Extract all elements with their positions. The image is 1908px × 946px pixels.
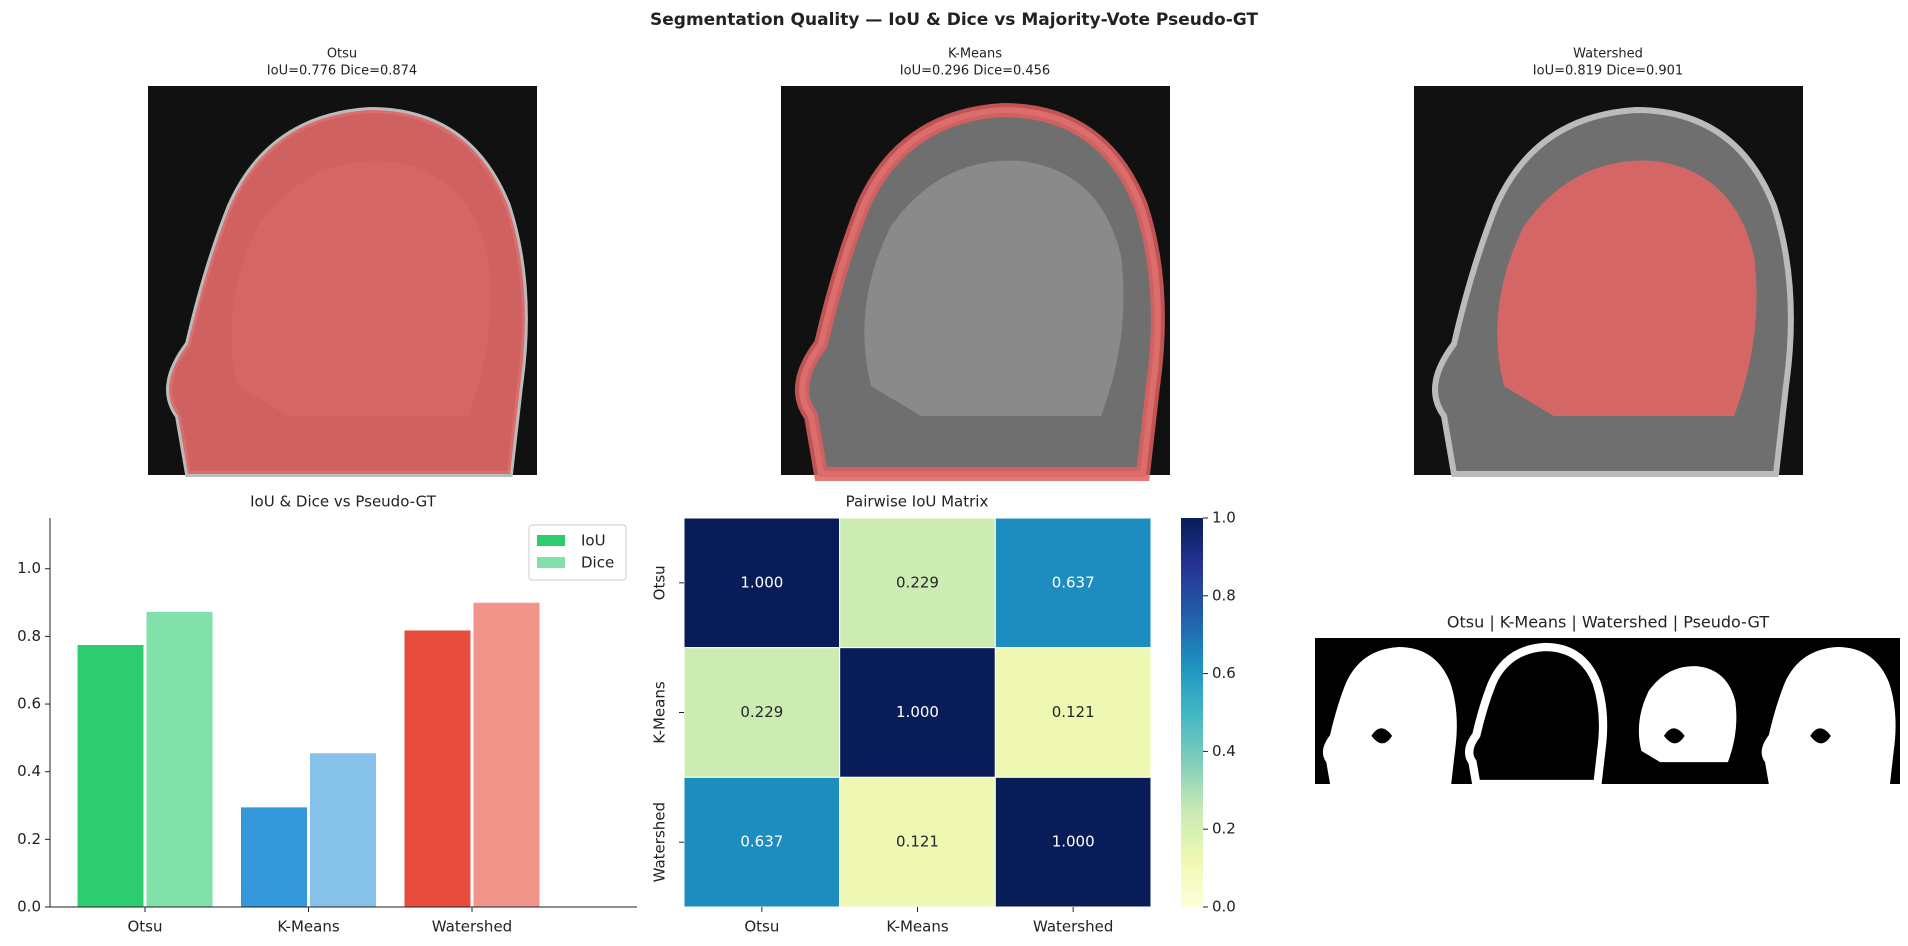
x-tick-label: Otsu: [127, 918, 162, 936]
bar: [145, 610, 214, 908]
mask-content: [1638, 666, 1737, 763]
x-tick-label: K-Means: [886, 918, 949, 936]
image-subtitle: IoU=0.296 Dice=0.456: [900, 64, 1050, 79]
image-content: [1432, 106, 1794, 477]
legend-swatch: [537, 535, 565, 546]
heatmap-cell: [839, 517, 996, 649]
colorbar: [1181, 518, 1203, 907]
cell-label: 0.229: [740, 703, 783, 721]
heatmap-cell: [683, 647, 841, 778]
mask-title: Otsu | K-Means | Watershed | Pseudo-GT: [1447, 613, 1769, 632]
heatmap-cell: [839, 647, 996, 778]
chart-title: IoU & Dice vs Pseudo-GT: [250, 493, 437, 511]
image-content: [166, 106, 528, 477]
cell-label: 0.637: [740, 833, 783, 851]
y-tick-label: 0.4: [17, 762, 41, 780]
chart-title: Pairwise IoU Matrix: [846, 493, 989, 511]
mask-content: [1322, 647, 1457, 784]
image-content: [795, 102, 1165, 481]
y-tick-label: 0.2: [17, 830, 41, 848]
cell-label: 0.637: [1052, 573, 1095, 591]
cell-label: 0.121: [1052, 703, 1095, 721]
image-subtitle: IoU=0.776 Dice=0.874: [267, 64, 417, 79]
y-tick-label: Otsu: [651, 565, 669, 600]
heatmap-cell: [994, 776, 1152, 908]
mask-shape: [1322, 647, 1457, 784]
y-tick-label: 0.8: [17, 627, 41, 645]
bar: [240, 806, 308, 908]
legend-box: [528, 524, 627, 581]
x-tick-label: Watershed: [432, 918, 512, 936]
legend-swatch: [537, 557, 565, 568]
image-title: K-Means: [948, 47, 1002, 62]
figure-title: Segmentation Quality — IoU & Dice vs Maj…: [650, 10, 1258, 30]
mask-shape: [1638, 666, 1737, 763]
heatmap-cell: [994, 647, 1152, 778]
colorbar-tick-label: 0.6: [1212, 664, 1236, 682]
x-tick-label: Watershed: [1033, 918, 1113, 936]
cell-label: 1.000: [896, 703, 939, 721]
mask-overlay: [1497, 160, 1757, 416]
mask-overlay: [169, 110, 525, 474]
mask-content: [1761, 647, 1896, 784]
colorbar-tick-label: 0.0: [1212, 898, 1236, 916]
y-tick-label: K-Means: [651, 681, 669, 744]
colorbar-tick-label: 0.8: [1212, 586, 1236, 604]
y-tick-label: 1.0: [17, 559, 41, 577]
bar: [472, 601, 541, 908]
x-tick-label: K-Means: [277, 918, 340, 936]
y-tick-label: 0.6: [17, 695, 41, 713]
x-tick-label: Otsu: [744, 918, 779, 936]
mask-hole: [1371, 728, 1393, 744]
cell-label: 0.121: [896, 833, 939, 851]
cell-label: 1.000: [740, 573, 783, 591]
mask-shape: [1465, 642, 1608, 789]
brain-shape: [864, 160, 1124, 416]
image-subtitle: IoU=0.819 Dice=0.901: [1533, 64, 1683, 79]
mask-content: [1465, 642, 1608, 789]
colorbar-tick-label: 0.2: [1212, 820, 1236, 838]
image-title: Otsu: [327, 47, 357, 62]
bar: [76, 644, 145, 908]
bar: [309, 752, 377, 908]
mask-hole: [1663, 728, 1685, 744]
y-tick-label: 0.0: [17, 898, 41, 916]
heatmap-cell: [839, 776, 996, 908]
heatmap-cell: [994, 517, 1152, 649]
colorbar-tick-label: 0.4: [1212, 742, 1236, 760]
mask-hole: [1810, 728, 1831, 744]
cell-label: 1.000: [1052, 833, 1095, 851]
mask-shape: [1761, 647, 1896, 784]
y-tick-label: Watershed: [651, 802, 669, 882]
mask-overlay: [795, 102, 1165, 481]
colorbar-tick-label: 1.0: [1212, 509, 1236, 527]
legend-label: Dice: [581, 554, 614, 572]
heatmap-cell: [683, 776, 841, 908]
bar: [403, 629, 472, 908]
cell-label: 0.229: [896, 573, 939, 591]
image-title: Watershed: [1573, 47, 1643, 62]
legend-label: IoU: [581, 532, 606, 550]
heatmap-cell: [683, 517, 841, 649]
